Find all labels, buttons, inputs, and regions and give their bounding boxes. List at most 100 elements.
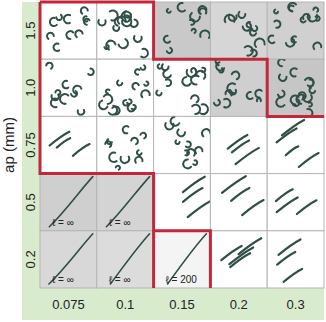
chip [141,90,149,97]
chip [257,98,261,101]
chip [49,234,93,284]
chip [277,197,298,212]
chips [221,238,261,267]
chip [231,188,249,201]
chip [127,99,131,104]
regime-boundary [154,231,211,288]
chip [193,160,197,165]
chip [192,105,200,114]
y-axis-title: ap (mm) [0,117,17,173]
chips [106,177,149,227]
chip [134,36,142,42]
chips [47,7,89,51]
chip [183,159,191,168]
chip [236,148,259,164]
chip [137,150,142,155]
col-label: 0.075 [52,297,85,312]
chip [299,92,306,99]
chip [141,49,148,58]
chip [191,68,196,72]
col-label-band [22,288,324,320]
row-label: 1.5 [23,22,38,40]
chip [191,95,199,102]
cell [154,174,211,231]
chip [238,12,245,18]
chip [247,92,253,99]
chip [185,150,189,155]
chip [308,14,318,21]
chip [110,10,118,20]
chip [163,70,171,78]
chip [107,139,112,144]
chip [255,39,265,47]
chip [276,189,293,201]
chips [222,176,264,215]
chips [276,189,317,214]
chip [73,86,81,94]
cell-label: ℓ = ∞ [109,217,131,228]
chip [182,77,190,86]
chip [177,129,185,136]
chip [106,177,149,227]
cell [210,231,267,288]
chip [123,126,129,133]
chip [156,91,161,96]
chip [78,110,85,115]
chip [278,59,284,66]
chip [274,21,280,28]
chip [313,43,321,50]
chip [309,102,312,106]
chips [276,59,315,116]
cell-label: ℓ = 200 [166,274,198,285]
chip [64,15,70,24]
cell [210,2,267,59]
chip [175,140,179,144]
chip [47,33,54,39]
chip [198,6,206,14]
chip [274,10,278,14]
chip [232,72,240,80]
chip [46,63,52,69]
cell [97,116,154,173]
chip [117,81,122,86]
cell-label: ℓ = ∞ [52,217,74,228]
col-label: 0.3 [287,297,305,312]
chip [279,75,287,81]
chip [124,11,131,17]
chip [51,99,57,108]
chip [141,65,146,70]
chip [183,177,205,192]
chip [178,3,185,12]
row-label-band [22,2,40,288]
chip [232,140,249,152]
chip [229,15,237,21]
cell [267,59,324,116]
chip [166,79,171,86]
chip [112,106,119,114]
cell [267,116,324,173]
chip [144,81,148,85]
chip [140,133,146,139]
chip [268,36,274,44]
chip [289,5,294,10]
chip [288,3,296,12]
chip [282,120,304,135]
chip [116,166,120,170]
chip [192,29,196,33]
chips [165,117,210,169]
row-label: 1.0 [23,79,38,97]
cell [210,116,267,173]
chips [46,63,94,115]
chip [171,117,180,126]
cell [40,2,97,59]
cell [40,59,97,116]
chip [131,138,138,144]
chips [49,177,93,227]
chips [99,65,150,114]
chip [277,128,297,142]
chip [230,253,250,267]
chip [200,104,208,114]
chip [297,200,317,214]
regime-boundary [40,2,154,288]
chip [305,78,314,87]
